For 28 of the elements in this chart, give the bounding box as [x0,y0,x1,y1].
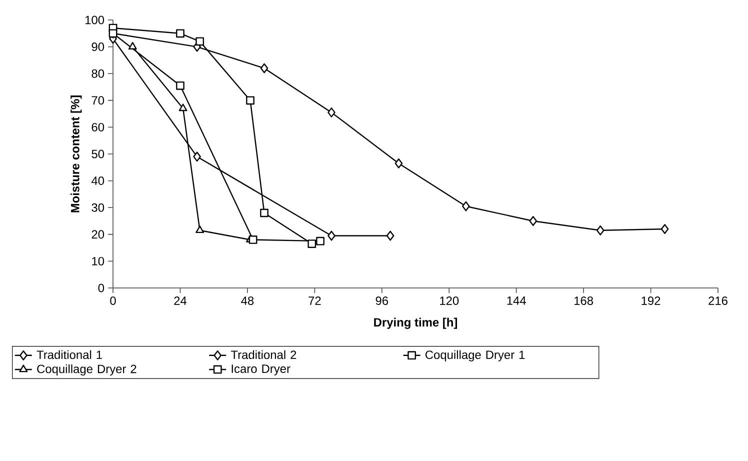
x-tick-label: 216 [708,296,728,305]
x-axis-title: Drying time [h] [374,318,458,329]
x-tick-label: 0 [110,296,116,305]
x-tick-label: 48 [241,296,254,305]
y-tick-label: 100 [85,16,104,24]
y-tick-label: 10 [92,256,104,266]
x-tick-label: 24 [174,296,187,305]
x-tick-label: 192 [642,296,660,305]
y-tick-label: 30 [92,203,104,212]
y-tick-label: 50 [92,150,104,158]
legend-label: Coquillage Dryer 1 [426,350,525,362]
x-tick-label: 96 [376,296,388,305]
y-tick-label: 80 [92,69,104,78]
y-tick-label: 60 [92,122,104,132]
x-tick-label: 144 [507,296,526,305]
y-tick-label: 70 [92,96,104,105]
y-tick-label: 20 [92,230,104,239]
y-tick-label: 40 [91,176,104,186]
legend-label: Coquillage Dryer 2 [37,364,136,376]
x-tick-label: 168 [574,296,594,305]
legend-label: Traditional 1 [36,350,102,360]
y-axis-title: Moisture content [%] [70,96,82,212]
x-tick-label: 120 [440,296,459,305]
y-tick-label: 90 [92,42,104,52]
legend-label: Traditional 2 [230,350,296,360]
y-tick-label: 0 [98,284,104,292]
legend-label: Icaro Dryer [232,364,290,376]
x-tick-label: 72 [308,296,321,305]
